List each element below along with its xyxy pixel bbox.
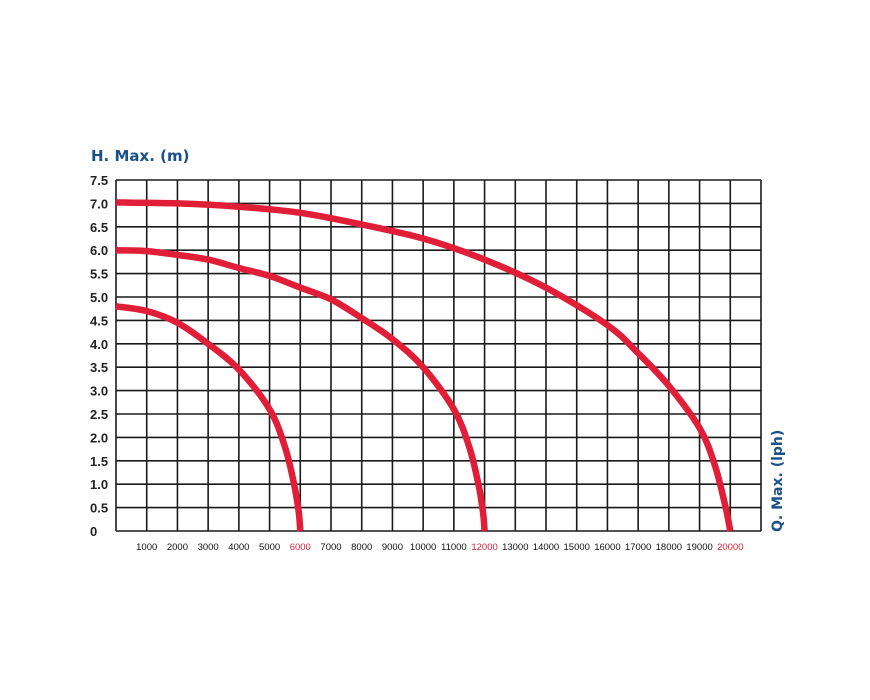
- x-tick-label: 6000: [290, 542, 311, 553]
- y-tick-label: 1.0: [90, 477, 108, 492]
- y-tick-label: 4.5: [90, 313, 108, 328]
- pump-curve-1: [115, 303, 304, 532]
- x-tick-label: 5000: [259, 542, 280, 553]
- x-tick-label: 1000: [136, 542, 157, 553]
- x-tick-label: 10000: [410, 542, 436, 553]
- x-tick-label: 3000: [198, 542, 219, 553]
- y-tick-label: 0: [90, 524, 97, 539]
- x-tick-label: 13000: [502, 542, 528, 553]
- pump-curve-2: [115, 246, 488, 532]
- y-tick-label: 1.5: [90, 454, 108, 469]
- y-tick-label: 6.5: [90, 220, 108, 235]
- x-tick-label: 19000: [686, 542, 712, 553]
- y-tick-labels: 0 0.5 1.0 1.5 2.0 2.5 3.0 3.5 4.0 4.5 5.0 5.5 6.0 6.5…: [90, 173, 108, 539]
- y-tick-label: 2.5: [90, 407, 108, 422]
- x-axis-title: Q. Max. (lph): [770, 430, 786, 532]
- x-tick-label: 8000: [351, 542, 372, 553]
- x-tick-label: 2000: [167, 542, 188, 553]
- y-tick-label: 6.0: [90, 243, 108, 258]
- y-tick-label: 7.5: [90, 173, 108, 188]
- y-tick-label: 4.0: [90, 337, 108, 352]
- x-tick-label: 14000: [533, 542, 559, 553]
- x-tick-label: 18000: [656, 542, 682, 553]
- y-tick-label: 3.0: [90, 384, 108, 399]
- x-tick-label: 12000: [471, 542, 497, 553]
- x-tick-label: 15000: [564, 542, 590, 553]
- x-tick-label: 16000: [594, 542, 620, 553]
- x-tick-label: 17000: [625, 542, 651, 553]
- x-tick-label: 11000: [441, 542, 467, 553]
- y-tick-label: 0.5: [90, 501, 108, 516]
- y-tick-label: 5.5: [90, 267, 108, 282]
- y-tick-label: 5.0: [90, 290, 108, 305]
- y-tick-label: 2.0: [90, 430, 108, 445]
- x-tick-label: 4000: [228, 542, 249, 553]
- x-tick-labels: 1000 2000 3000 4000 5000 6000 7000 8000 9000 1000…: [136, 542, 743, 553]
- y-tick-label: 3.5: [90, 360, 108, 375]
- x-tick-label: 20000: [717, 542, 743, 553]
- pump-curve-3: [115, 199, 734, 532]
- y-axis-title: H. Max. (m): [91, 147, 189, 165]
- y-tick-label: 7.0: [90, 196, 108, 211]
- pump-curves: [115, 199, 734, 532]
- grid: [115, 179, 762, 532]
- x-tick-label: 9000: [382, 542, 403, 553]
- x-tick-label: 7000: [320, 542, 341, 553]
